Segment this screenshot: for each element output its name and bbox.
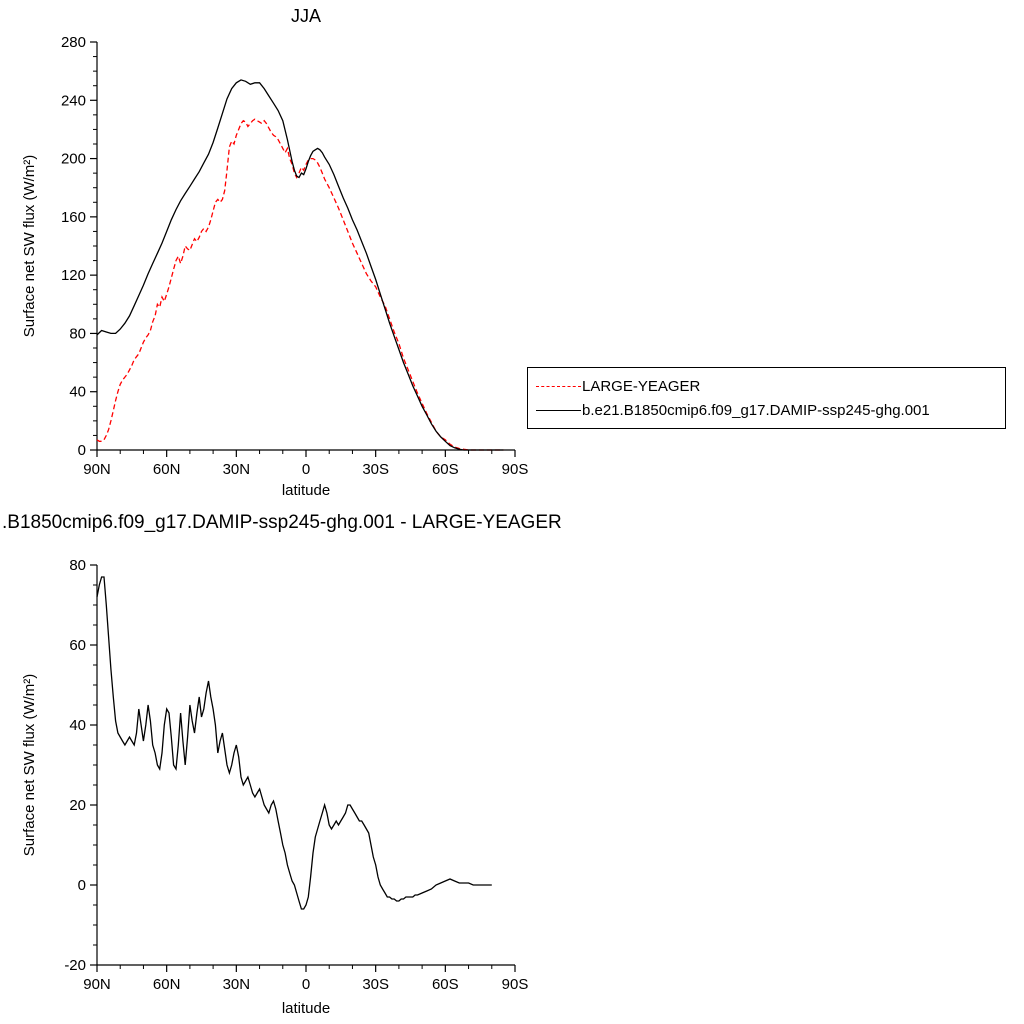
y-tick-label: 20 — [69, 797, 86, 814]
y-tick-label: 200 — [61, 151, 86, 168]
top-chart-svg: 90N 60N 30N 0 30S 60S 90S 0 40 80 120 160 200 240 280 — [61, 34, 529, 478]
y-tick-label: 40 — [69, 717, 86, 734]
legend-item-large-yeager: LARGE-YEAGER — [536, 378, 1001, 395]
x-tick-label: 0 — [302, 461, 310, 478]
series-line-0 — [96, 576, 492, 910]
y-tick-label: 80 — [69, 557, 86, 574]
legend-item-model: b.e21.B1850cmip6.f09_g17.DAMIP-ssp245-gh… — [536, 402, 1001, 419]
top-chart-xlabel: latitude — [281, 482, 331, 499]
legend-dashed-line-sample — [536, 385, 581, 387]
x-tick-label: 90S — [502, 976, 529, 993]
bottom-chart-title: .B1850cmip6.f09_g17.DAMIP-ssp245-ghg.001… — [2, 512, 562, 533]
y-tick-label: 240 — [61, 92, 86, 109]
series-line-0 — [96, 118, 504, 451]
y-tick-label: 60 — [69, 637, 86, 654]
y-tick-label: 280 — [61, 34, 86, 51]
x-tick-label: 30N — [223, 976, 251, 993]
x-tick-label: 60N — [153, 461, 181, 478]
legend-label: LARGE-YEAGER — [582, 377, 701, 395]
y-tick-label: 120 — [61, 267, 86, 284]
x-tick-label: 30S — [362, 976, 389, 993]
legend: LARGE-YEAGER b.e21.B1850cmip6.f09_g17.DA… — [527, 367, 1006, 429]
y-tick-label: 0 — [78, 877, 86, 894]
top-chart-title: JJA — [290, 6, 321, 26]
x-tick-label: 60S — [432, 976, 459, 993]
y-tick-label: -20 — [64, 957, 86, 974]
x-tick-label: 60N — [153, 976, 181, 993]
x-tick-label: 90S — [502, 461, 529, 478]
series-line-1 — [96, 79, 504, 451]
x-tick-label: 60S — [432, 461, 459, 478]
x-tick-label: 90N — [83, 461, 111, 478]
y-tick-label: 80 — [69, 325, 86, 342]
x-tick-label: 30S — [362, 461, 389, 478]
x-tick-label: 30N — [223, 461, 251, 478]
y-tick-label: 160 — [61, 209, 86, 226]
legend-solid-line-sample — [536, 409, 581, 411]
bottom-chart-svg: 90N 60N 30N 0 30S 60S 90S -20 0 20 40 60 80 — [64, 557, 529, 993]
x-tick-label: 90N — [83, 976, 111, 993]
y-tick-label: 0 — [78, 442, 86, 459]
legend-label: b.e21.B1850cmip6.f09_g17.DAMIP-ssp245-gh… — [582, 401, 930, 419]
bottom-chart-xlabel: latitude — [281, 1000, 331, 1017]
y-tick-label: 40 — [69, 384, 86, 401]
x-tick-label: 0 — [302, 976, 310, 993]
